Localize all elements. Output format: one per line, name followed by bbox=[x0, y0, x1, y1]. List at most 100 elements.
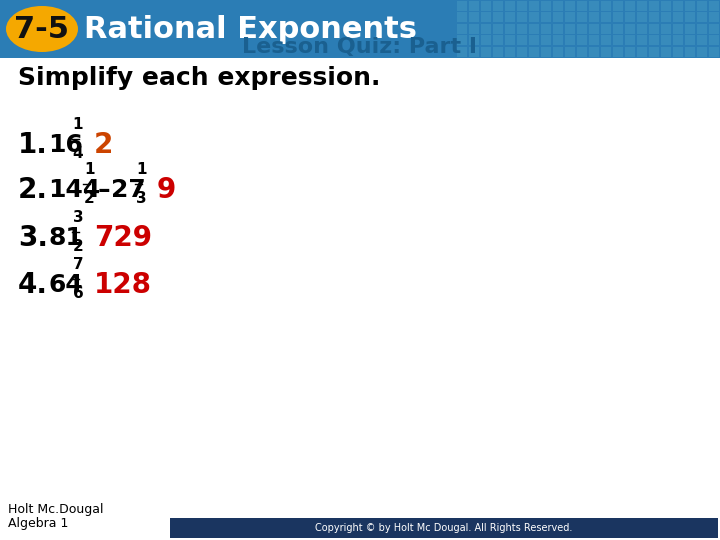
FancyBboxPatch shape bbox=[577, 47, 587, 57]
Text: 16: 16 bbox=[48, 133, 83, 157]
Text: 4.: 4. bbox=[18, 271, 48, 299]
Text: 6: 6 bbox=[73, 286, 84, 301]
FancyBboxPatch shape bbox=[0, 0, 720, 58]
FancyBboxPatch shape bbox=[709, 24, 719, 34]
FancyBboxPatch shape bbox=[517, 24, 527, 34]
FancyBboxPatch shape bbox=[697, 12, 707, 22]
Text: 7-5: 7-5 bbox=[14, 15, 70, 44]
FancyBboxPatch shape bbox=[661, 47, 671, 57]
FancyBboxPatch shape bbox=[637, 24, 647, 34]
FancyBboxPatch shape bbox=[505, 47, 515, 57]
FancyBboxPatch shape bbox=[577, 24, 587, 34]
FancyBboxPatch shape bbox=[481, 47, 491, 57]
FancyBboxPatch shape bbox=[625, 47, 635, 57]
FancyBboxPatch shape bbox=[589, 36, 599, 45]
FancyBboxPatch shape bbox=[709, 1, 719, 11]
Text: 144: 144 bbox=[48, 178, 100, 202]
FancyBboxPatch shape bbox=[469, 24, 479, 34]
Text: Rational Exponents: Rational Exponents bbox=[84, 15, 417, 44]
FancyBboxPatch shape bbox=[601, 24, 611, 34]
FancyBboxPatch shape bbox=[469, 1, 479, 11]
FancyBboxPatch shape bbox=[505, 12, 515, 22]
Text: Holt Mc.Dougal: Holt Mc.Dougal bbox=[8, 503, 104, 516]
FancyBboxPatch shape bbox=[553, 12, 563, 22]
Text: 64: 64 bbox=[48, 273, 83, 297]
Text: Copyright © by Holt Mc Dougal. All Rights Reserved.: Copyright © by Holt Mc Dougal. All Right… bbox=[315, 523, 572, 533]
FancyBboxPatch shape bbox=[541, 36, 551, 45]
FancyBboxPatch shape bbox=[517, 36, 527, 45]
FancyBboxPatch shape bbox=[457, 24, 467, 34]
FancyBboxPatch shape bbox=[541, 1, 551, 11]
FancyBboxPatch shape bbox=[553, 1, 563, 11]
Text: 3.: 3. bbox=[18, 224, 48, 252]
FancyBboxPatch shape bbox=[493, 24, 503, 34]
Text: 1: 1 bbox=[84, 162, 94, 177]
FancyBboxPatch shape bbox=[673, 12, 683, 22]
FancyBboxPatch shape bbox=[649, 24, 659, 34]
Text: 4: 4 bbox=[73, 146, 84, 161]
FancyBboxPatch shape bbox=[709, 36, 719, 45]
FancyBboxPatch shape bbox=[565, 12, 575, 22]
FancyBboxPatch shape bbox=[649, 1, 659, 11]
FancyBboxPatch shape bbox=[589, 12, 599, 22]
FancyBboxPatch shape bbox=[481, 24, 491, 34]
FancyBboxPatch shape bbox=[673, 47, 683, 57]
Text: –: – bbox=[97, 178, 109, 202]
FancyBboxPatch shape bbox=[457, 12, 467, 22]
FancyBboxPatch shape bbox=[577, 12, 587, 22]
FancyBboxPatch shape bbox=[565, 24, 575, 34]
Text: 2.: 2. bbox=[18, 176, 48, 204]
Text: 128: 128 bbox=[94, 271, 152, 299]
FancyBboxPatch shape bbox=[661, 1, 671, 11]
FancyBboxPatch shape bbox=[625, 24, 635, 34]
FancyBboxPatch shape bbox=[553, 47, 563, 57]
FancyBboxPatch shape bbox=[625, 1, 635, 11]
FancyBboxPatch shape bbox=[613, 36, 623, 45]
Text: 2: 2 bbox=[84, 191, 95, 206]
FancyBboxPatch shape bbox=[493, 36, 503, 45]
FancyBboxPatch shape bbox=[505, 24, 515, 34]
FancyBboxPatch shape bbox=[685, 12, 695, 22]
FancyBboxPatch shape bbox=[457, 36, 467, 45]
FancyBboxPatch shape bbox=[541, 47, 551, 57]
Text: 1: 1 bbox=[73, 117, 84, 132]
FancyBboxPatch shape bbox=[505, 1, 515, 11]
FancyBboxPatch shape bbox=[601, 36, 611, 45]
FancyBboxPatch shape bbox=[529, 47, 539, 57]
FancyBboxPatch shape bbox=[709, 12, 719, 22]
Ellipse shape bbox=[6, 6, 78, 52]
Text: Lesson Quiz: Part I: Lesson Quiz: Part I bbox=[243, 37, 477, 57]
FancyBboxPatch shape bbox=[565, 1, 575, 11]
FancyBboxPatch shape bbox=[481, 1, 491, 11]
FancyBboxPatch shape bbox=[625, 36, 635, 45]
FancyBboxPatch shape bbox=[661, 36, 671, 45]
FancyBboxPatch shape bbox=[661, 24, 671, 34]
FancyBboxPatch shape bbox=[529, 24, 539, 34]
FancyBboxPatch shape bbox=[481, 36, 491, 45]
FancyBboxPatch shape bbox=[529, 1, 539, 11]
FancyBboxPatch shape bbox=[685, 1, 695, 11]
FancyBboxPatch shape bbox=[529, 12, 539, 22]
FancyBboxPatch shape bbox=[457, 1, 467, 11]
FancyBboxPatch shape bbox=[649, 47, 659, 57]
FancyBboxPatch shape bbox=[697, 1, 707, 11]
FancyBboxPatch shape bbox=[601, 1, 611, 11]
FancyBboxPatch shape bbox=[541, 24, 551, 34]
FancyBboxPatch shape bbox=[553, 36, 563, 45]
FancyBboxPatch shape bbox=[565, 36, 575, 45]
FancyBboxPatch shape bbox=[697, 47, 707, 57]
FancyBboxPatch shape bbox=[517, 12, 527, 22]
FancyBboxPatch shape bbox=[613, 1, 623, 11]
Text: 2: 2 bbox=[94, 131, 113, 159]
FancyBboxPatch shape bbox=[709, 47, 719, 57]
FancyBboxPatch shape bbox=[541, 12, 551, 22]
FancyBboxPatch shape bbox=[613, 12, 623, 22]
FancyBboxPatch shape bbox=[589, 1, 599, 11]
FancyBboxPatch shape bbox=[637, 12, 647, 22]
FancyBboxPatch shape bbox=[469, 36, 479, 45]
FancyBboxPatch shape bbox=[697, 36, 707, 45]
FancyBboxPatch shape bbox=[613, 24, 623, 34]
FancyBboxPatch shape bbox=[457, 47, 467, 57]
FancyBboxPatch shape bbox=[661, 12, 671, 22]
FancyBboxPatch shape bbox=[469, 47, 479, 57]
